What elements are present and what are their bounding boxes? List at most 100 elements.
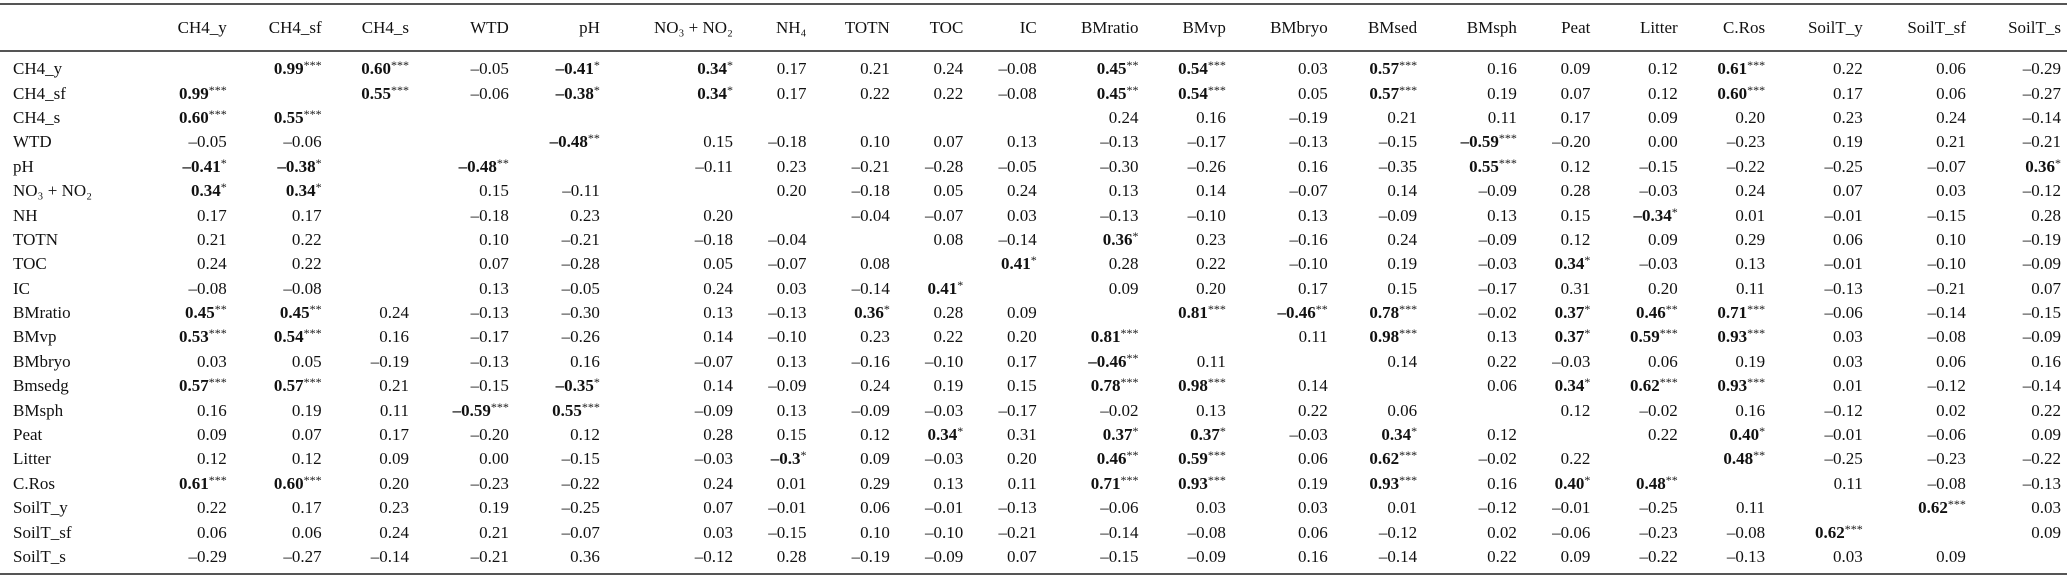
significance-stars: * [220, 155, 227, 170]
correlation-cell: 0.06 [291, 522, 322, 542]
correlation-cell: 0.14 [1196, 181, 1226, 201]
row-label: SoilT_sf [13, 522, 72, 542]
correlation-cell: –0.19 [370, 351, 410, 371]
correlation-cell: –0.27 [283, 547, 322, 566]
correlation-cell: –0.16 [1289, 229, 1328, 249]
correlation-cell [1869, 520, 1972, 544]
correlation-cell: 0.41* [896, 277, 969, 301]
correlation-cell: –0.14 [2022, 107, 2061, 127]
correlation-cell: 0.11 [1487, 107, 1517, 127]
correlation-cell: –0.06 [1100, 498, 1139, 518]
correlation-cell: 0.19 [479, 498, 509, 518]
table-row: SoilT_s –0.29 –0.27 –0.14 –0.21 0.36 –0.12 0.28… [0, 545, 2067, 574]
correlation-cell: –0.20 [470, 425, 509, 445]
significant-value: 0.37 [1554, 303, 1585, 323]
correlation-cell: 0.34* [233, 179, 328, 203]
significant-value: 0.93 [1717, 376, 1748, 396]
significant-value: 0.71 [1717, 303, 1748, 323]
correlation-cell: –0.09 [851, 400, 890, 420]
correlation-cell: 0.20 [776, 181, 807, 201]
significant-value: 0.57 [273, 376, 304, 396]
correlation-cell: –0.08 [998, 59, 1037, 79]
significant-value: 0.45 [279, 303, 310, 323]
correlation-cell: 0.22 [860, 83, 890, 103]
row-label: CH4_sf [13, 83, 66, 103]
significance-stars: *** [1747, 326, 1766, 341]
correlation-cell: –0.01 [768, 498, 807, 518]
correlation-cell: –0.06 [283, 132, 322, 152]
table-row: CH4_s 0.60*** 0.55*** 0.24 0.16 –0.19 0.21 0.11… [0, 106, 2067, 130]
correlation-cell: –0.09 [768, 376, 807, 396]
correlation-cell [1523, 423, 1596, 447]
correlation-cell: 0.60*** [1684, 81, 1771, 105]
correlation-cell: 0.21 [1936, 132, 1966, 152]
correlation-cell: 0.03 [776, 278, 807, 298]
correlation-cell: 0.93*** [1145, 472, 1232, 496]
correlation-cell: 0.21 [379, 376, 410, 396]
significant-value: 0.59 [1178, 449, 1208, 469]
correlation-cell: 0.15 [479, 181, 509, 201]
correlation-cell: 0.41* [969, 252, 1042, 276]
correlation-cell: –0.20 [1552, 132, 1591, 152]
correlation-cell: 0.02 [1487, 522, 1517, 542]
correlation-cell: –0.17 [1478, 278, 1517, 298]
correlation-cell: 0.22 [1487, 351, 1517, 371]
correlation-cell: 0.01 [1832, 376, 1863, 396]
correlation-cell: –0.13 [768, 303, 807, 323]
correlation-cell: –0.18 [694, 229, 733, 249]
correlation-cell [328, 155, 415, 179]
correlation-cell: –0.15 [1927, 205, 1966, 225]
correlation-cell: 0.16 [379, 327, 410, 347]
significance-stars: *** [1207, 375, 1226, 390]
correlation-cell: 0.36 [570, 547, 600, 566]
correlation-cell: 0.17 [1007, 351, 1037, 371]
correlation-cell: 0.10 [479, 229, 509, 249]
significance-stars: *** [303, 58, 322, 73]
correlation-cell [1043, 301, 1145, 325]
correlation-cell: 0.03 [1936, 181, 1966, 201]
significance-stars: ** [1665, 302, 1678, 317]
correlation-cell: –0.05 [188, 132, 227, 152]
correlation-cell: 0.12 [291, 449, 322, 469]
correlation-cell: 0.07 [933, 132, 964, 152]
significance-stars: *** [1498, 155, 1517, 170]
significant-value: 0.55 [552, 400, 582, 420]
significant-value: 0.45 [1096, 59, 1127, 79]
correlation-cell: 0.24 [860, 376, 890, 396]
significant-value: –0.59 [1460, 132, 1499, 152]
correlation-cell: 0.16 [570, 351, 600, 371]
correlation-cell: –0.18 [851, 181, 890, 201]
correlation-cell [328, 252, 415, 276]
significant-value: 0.53 [179, 327, 209, 347]
correlation-cell: –0.12 [1478, 498, 1517, 518]
correlation-cell: –0.03 [1289, 425, 1328, 445]
correlation-cell: 0.08 [933, 229, 964, 249]
correlation-cell: –0.34* [1596, 203, 1683, 227]
significant-value: 0.93 [1369, 473, 1400, 493]
table-body: CH4_y 0.99*** 0.60*** –0.05 –0.41* 0.34* 0.17 0… [0, 51, 2067, 574]
significance-stars: *** [1207, 448, 1226, 463]
significant-value: 0.62 [1369, 449, 1400, 469]
correlation-cell: 0.59*** [1145, 447, 1232, 471]
correlation-cell: –0.22 [2022, 449, 2061, 469]
correlation-cell: –0.13 [470, 303, 509, 323]
correlation-cell: 0.22 [197, 498, 227, 518]
correlation-cell: 0.09 [1560, 547, 1591, 566]
significance-stars: * [883, 302, 890, 317]
correlation-cell: 0.45** [143, 301, 232, 325]
correlation-cell: –0.03 [925, 449, 964, 469]
correlation-cell: 0.40* [1523, 472, 1596, 496]
significant-value: 0.34 [191, 181, 221, 201]
correlation-cell: 0.54*** [233, 325, 328, 349]
correlation-cell: 0.09 [1108, 278, 1139, 298]
correlation-cell: 0.07 [1832, 181, 1863, 201]
significance-stars: *** [1120, 375, 1139, 390]
significance-stars: * [315, 155, 322, 170]
significant-value: 0.34 [1554, 376, 1585, 396]
significance-stars: * [315, 180, 322, 195]
correlation-cell: –0.03 [694, 449, 733, 469]
table-row: SoilT_sf 0.06 0.06 0.24 0.21 –0.07 0.03 –0.15 0.… [0, 520, 2067, 544]
significance-stars: ** [1126, 82, 1139, 97]
correlation-cell: 0.53*** [143, 325, 232, 349]
significance-stars: *** [1844, 521, 1863, 536]
